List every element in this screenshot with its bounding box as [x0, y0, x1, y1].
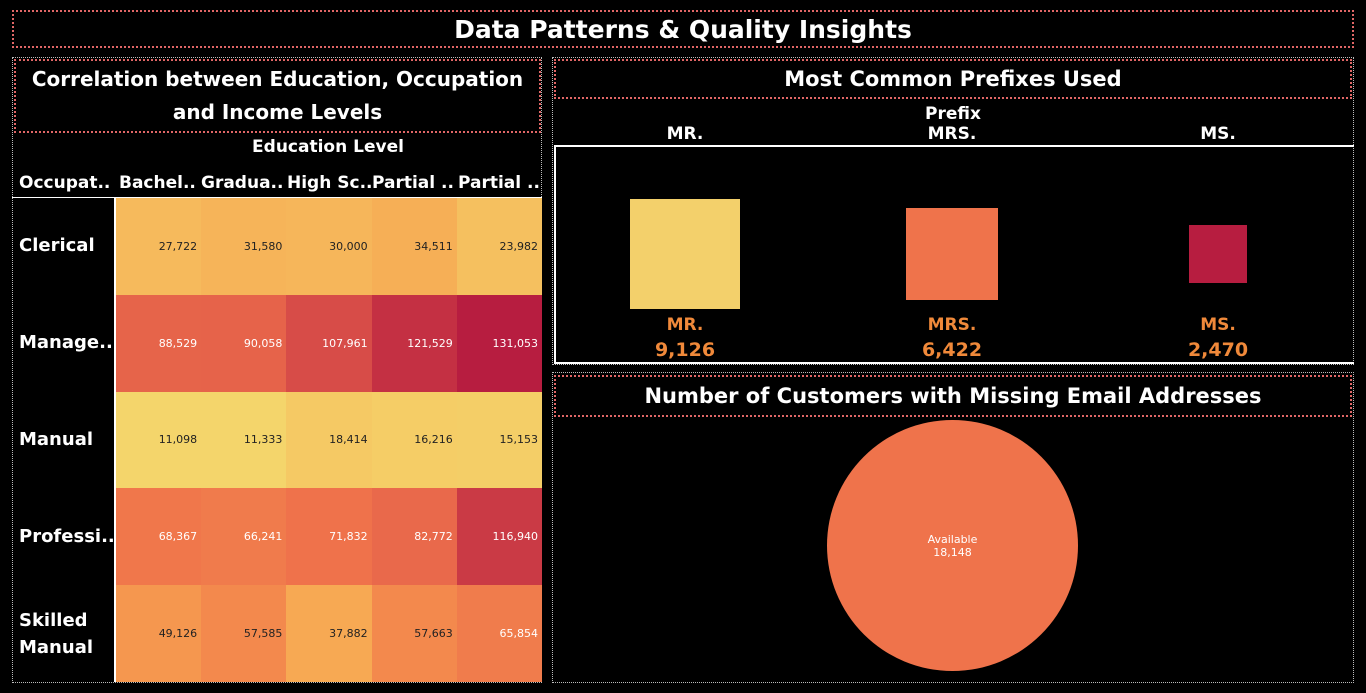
prefix-panel — [552, 57, 1354, 365]
prefix-square-mrs — [905, 207, 999, 301]
column-header-graduate: Gradua.. — [201, 173, 284, 193]
email-panel — [552, 372, 1354, 683]
education-level-axis-title: Education Level — [252, 137, 404, 157]
prefix-axis-title: Prefix — [925, 104, 981, 124]
heatmap-cell: 27,722 — [116, 198, 202, 295]
heatmap-cell: 49,126 — [116, 585, 202, 682]
dashboard-title: Data Patterns & Quality Insights — [12, 10, 1354, 48]
prefix-mark-label-ms: MS. — [1200, 315, 1236, 335]
email-slice-value: 18,148 — [933, 545, 972, 559]
prefix-chart-title: Most Common Prefixes Used — [554, 59, 1352, 99]
heatmap-cell: 65,854 — [456, 585, 542, 682]
prefix-header-mrs: MRS. — [927, 124, 977, 144]
heatmap-cell: 82,772 — [371, 488, 457, 586]
prefix-header-ms: MS. — [1200, 124, 1236, 144]
prefix-value-mr: 9,126 — [654, 339, 716, 361]
email-slice-label: Available — [927, 532, 978, 546]
row-label-manual: Manual — [19, 429, 94, 450]
heatmap-cell: 88,529 — [116, 294, 202, 392]
heatmap-cell: 107,961 — [286, 294, 372, 392]
row-label-skilled-manual: Skilled Manual — [19, 609, 94, 658]
heatmap-cell: 116,940 — [456, 488, 542, 586]
occupation-axis-title: Occupat.. — [19, 173, 111, 193]
column-header-partial-college: Partial .. — [372, 173, 454, 193]
prefix-value-mrs: 6,422 — [921, 339, 983, 361]
heatmap-cell: 11,098 — [116, 391, 202, 489]
heatmap-cell: 121,529 — [371, 294, 457, 392]
prefix-square-mr — [630, 199, 740, 309]
heatmap-cell: 71,832 — [286, 488, 372, 586]
column-header-bachelors: Bachel.. — [119, 173, 196, 193]
heatmap-cell: 15,153 — [456, 391, 542, 489]
heatmap-cell: 68,367 — [116, 488, 202, 586]
row-label-management: Manage.. — [19, 332, 113, 353]
heatmap-cell: 66,241 — [201, 488, 287, 586]
prefix-header-mr: MR. — [666, 124, 704, 144]
heatmap-cell: 30,000 — [286, 198, 372, 295]
heatmap-cell: 37,882 — [286, 585, 372, 682]
row-label-professional: Professi.. — [19, 526, 115, 547]
heatmap-cell: 57,585 — [201, 585, 287, 682]
heatmap-cell: 23,982 — [456, 198, 542, 295]
row-axis — [12, 197, 114, 682]
heatmap-cell: 90,058 — [201, 294, 287, 392]
heatmap-cell: 18,414 — [286, 391, 372, 489]
column-header-high-school: High Sc.. — [287, 173, 372, 193]
heatmap-cell: 34,511 — [371, 198, 457, 295]
heatmap-title: Correlation between Education, Occupatio… — [14, 59, 541, 133]
prefix-value-ms: 2,470 — [1187, 339, 1249, 361]
prefix-plot-area — [554, 145, 1354, 364]
email-chart-title: Number of Customers with Missing Email A… — [554, 375, 1352, 417]
column-header-partial-high-school: Partial .. — [458, 173, 540, 193]
prefix-mark-label-mrs: MRS. — [927, 315, 977, 335]
heatmap-cell: 11,333 — [201, 391, 287, 489]
email-available-slice: Available 18,148 — [827, 420, 1078, 671]
heatmap-cell: 16,216 — [371, 391, 457, 489]
prefix-mark-label-mr: MR. — [666, 315, 704, 335]
prefix-square-ms — [1189, 225, 1247, 283]
row-label-clerical: Clerical — [19, 235, 95, 256]
heatmap-cell: 57,663 — [371, 585, 457, 682]
heatmap-cell: 31,580 — [201, 198, 287, 295]
heatmap-cell: 131,053 — [456, 294, 542, 392]
heatmap-grid: 27,722 31,580 30,000 34,511 23,982 88,529 90,0… — [114, 197, 542, 682]
